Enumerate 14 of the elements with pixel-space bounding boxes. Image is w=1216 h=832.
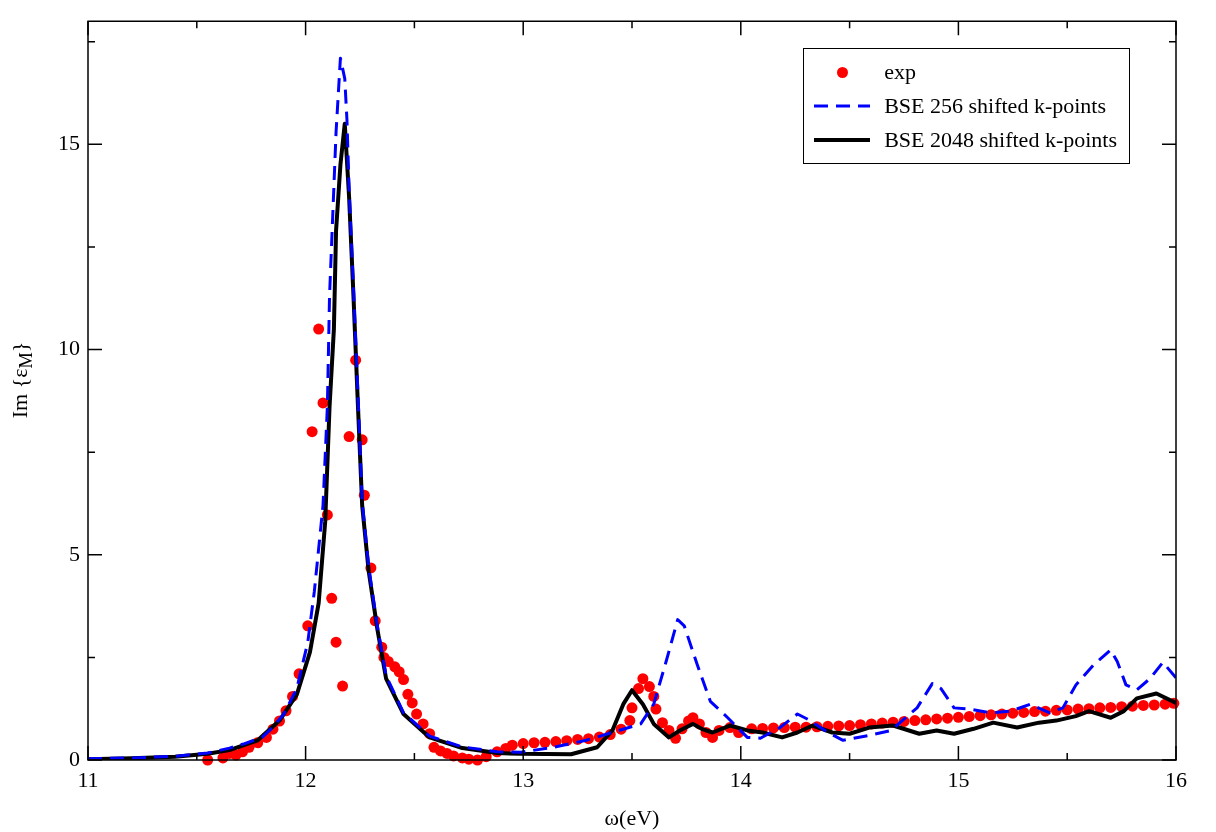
x-tick-label: 13 [512,766,535,792]
y-tick-label: 5 [69,540,80,566]
x-tick-label: 15 [947,766,970,792]
y-tick-label: 10 [58,335,80,361]
x-tick-label: 16 [1165,766,1187,792]
x-tick-label: 11 [77,766,99,792]
legend-label: exp [884,59,916,85]
x-axis-title: ω(eV) [604,804,660,830]
legend-label: BSE 256 shifted k-points [884,93,1106,119]
x-tick-label: 14 [729,766,752,792]
y-tick-label: 0 [69,745,80,771]
x-tick-label: 12 [294,766,317,792]
legend-label: BSE 2048 shifted k-points [884,127,1117,153]
y-tick-label: 15 [58,130,80,156]
